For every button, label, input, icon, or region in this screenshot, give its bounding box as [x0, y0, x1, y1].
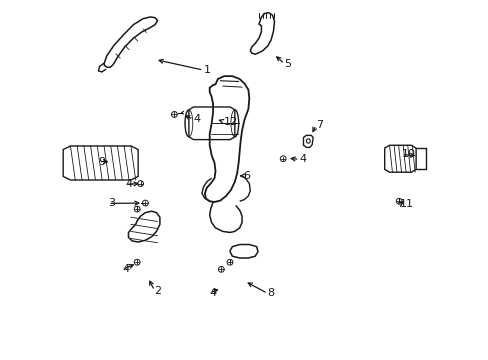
Text: 4: 4: [299, 154, 306, 165]
Text: 8: 8: [267, 288, 274, 298]
Text: 5: 5: [284, 59, 291, 69]
Text: 4: 4: [125, 179, 132, 189]
Text: 11: 11: [399, 199, 413, 209]
Text: 7: 7: [315, 120, 323, 130]
Text: 9: 9: [98, 157, 105, 167]
Text: 2: 2: [154, 285, 162, 296]
Text: 12: 12: [223, 117, 237, 126]
Text: 1: 1: [203, 65, 210, 75]
Text: 4: 4: [122, 264, 129, 274]
Text: 4: 4: [209, 288, 216, 298]
Text: 4: 4: [193, 114, 201, 124]
Text: 10: 10: [401, 149, 415, 159]
Text: 3: 3: [108, 198, 115, 208]
Text: 6: 6: [243, 171, 250, 181]
